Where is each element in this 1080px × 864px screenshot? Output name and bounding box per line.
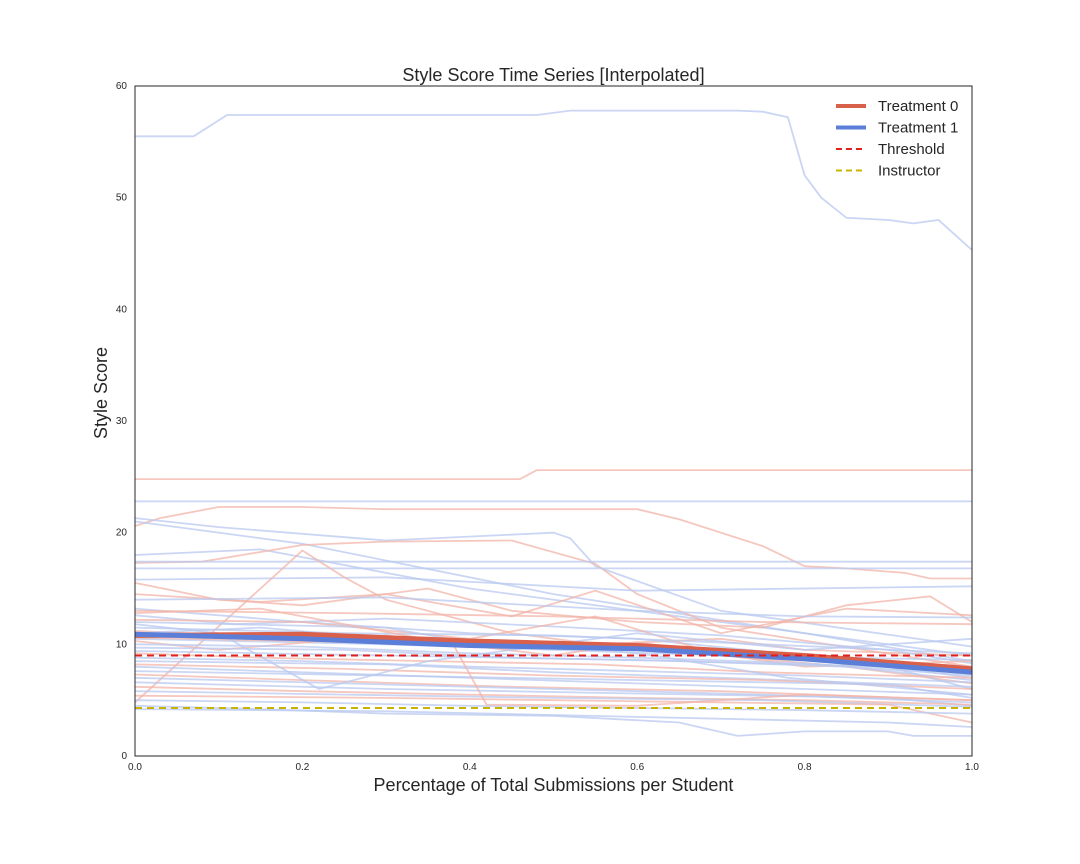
- student-line-treatment0: [134, 549, 973, 704]
- student-line-treatment1: [134, 520, 973, 662]
- x-tick-label: 0.0: [128, 762, 142, 773]
- student-line-treatment1: [134, 623, 973, 696]
- chart-title: Style Score Time Series [Interpolated]: [402, 65, 704, 85]
- x-tick-label: 0.2: [295, 762, 309, 773]
- student-line-treatment1: [134, 656, 973, 684]
- student-line-treatment0: [134, 652, 973, 679]
- y-tick-label: 30: [116, 416, 128, 427]
- x-tick-label: 0.4: [463, 762, 477, 773]
- student-line-treatment0: [134, 506, 972, 580]
- x-axis-title: Percentage of Total Submissions per Stud…: [374, 775, 734, 795]
- y-tick-label: 0: [121, 751, 127, 762]
- x-tick-label: 0.6: [630, 762, 644, 773]
- student-line-treatment1: [134, 708, 973, 728]
- legend-label: Treatment 1: [878, 120, 958, 137]
- student-line-treatment1: [134, 681, 973, 707]
- legend-label: Instructor: [878, 163, 941, 180]
- legend: Treatment 0 Treatment 1 Threshold Instructo…: [836, 98, 958, 180]
- student-line-treatment1: [134, 665, 973, 696]
- student-line-treatment1: [134, 690, 973, 708]
- x-tick-label: 0.8: [798, 762, 812, 773]
- y-tick-label: 10: [116, 639, 128, 650]
- student-line-treatment0: [134, 589, 973, 635]
- student-line-treatment0: [134, 607, 973, 707]
- x-tick-label: 1.0: [965, 762, 979, 773]
- x-tick-labels: 0.0 0.2 0.4 0.6 0.8 1.0: [128, 762, 979, 773]
- mean-lines-group: [134, 631, 973, 675]
- student-line-treatment0: [134, 685, 973, 706]
- student-line-treatment0: [134, 609, 973, 626]
- legend-label: Treatment 0: [878, 98, 958, 115]
- y-tick-label: 50: [116, 193, 128, 204]
- y-tick-labels: 0 10 20 30 40 50 60: [116, 81, 128, 762]
- student-line-treatment0: [134, 539, 973, 668]
- student-line-treatment1: [134, 660, 973, 688]
- student-line-treatment1: [134, 596, 973, 619]
- plot-frame: [134, 85, 973, 757]
- y-axis-title: Style Score: [91, 347, 111, 439]
- y-tick-label: 60: [116, 81, 128, 92]
- student-line-treatment1: [134, 650, 973, 690]
- student-line-treatment1: [134, 576, 973, 592]
- series-line-treatment-0: [134, 631, 973, 672]
- student-line-treatment1: [135, 109, 973, 251]
- student-line-treatment1: [134, 699, 973, 715]
- y-tick-label: 20: [116, 528, 128, 539]
- reference-lines-group: [135, 654, 972, 709]
- y-tick-label: 40: [116, 304, 128, 315]
- student-line-treatment1: [134, 626, 973, 655]
- legend-label: Threshold: [878, 141, 945, 158]
- student-line-treatment1: [134, 548, 973, 657]
- student-line-treatment0: [134, 694, 973, 724]
- student-line-treatment1: [134, 517, 973, 648]
- series-line-treatment-1: [134, 631, 973, 675]
- student-line-treatment0: [135, 469, 972, 481]
